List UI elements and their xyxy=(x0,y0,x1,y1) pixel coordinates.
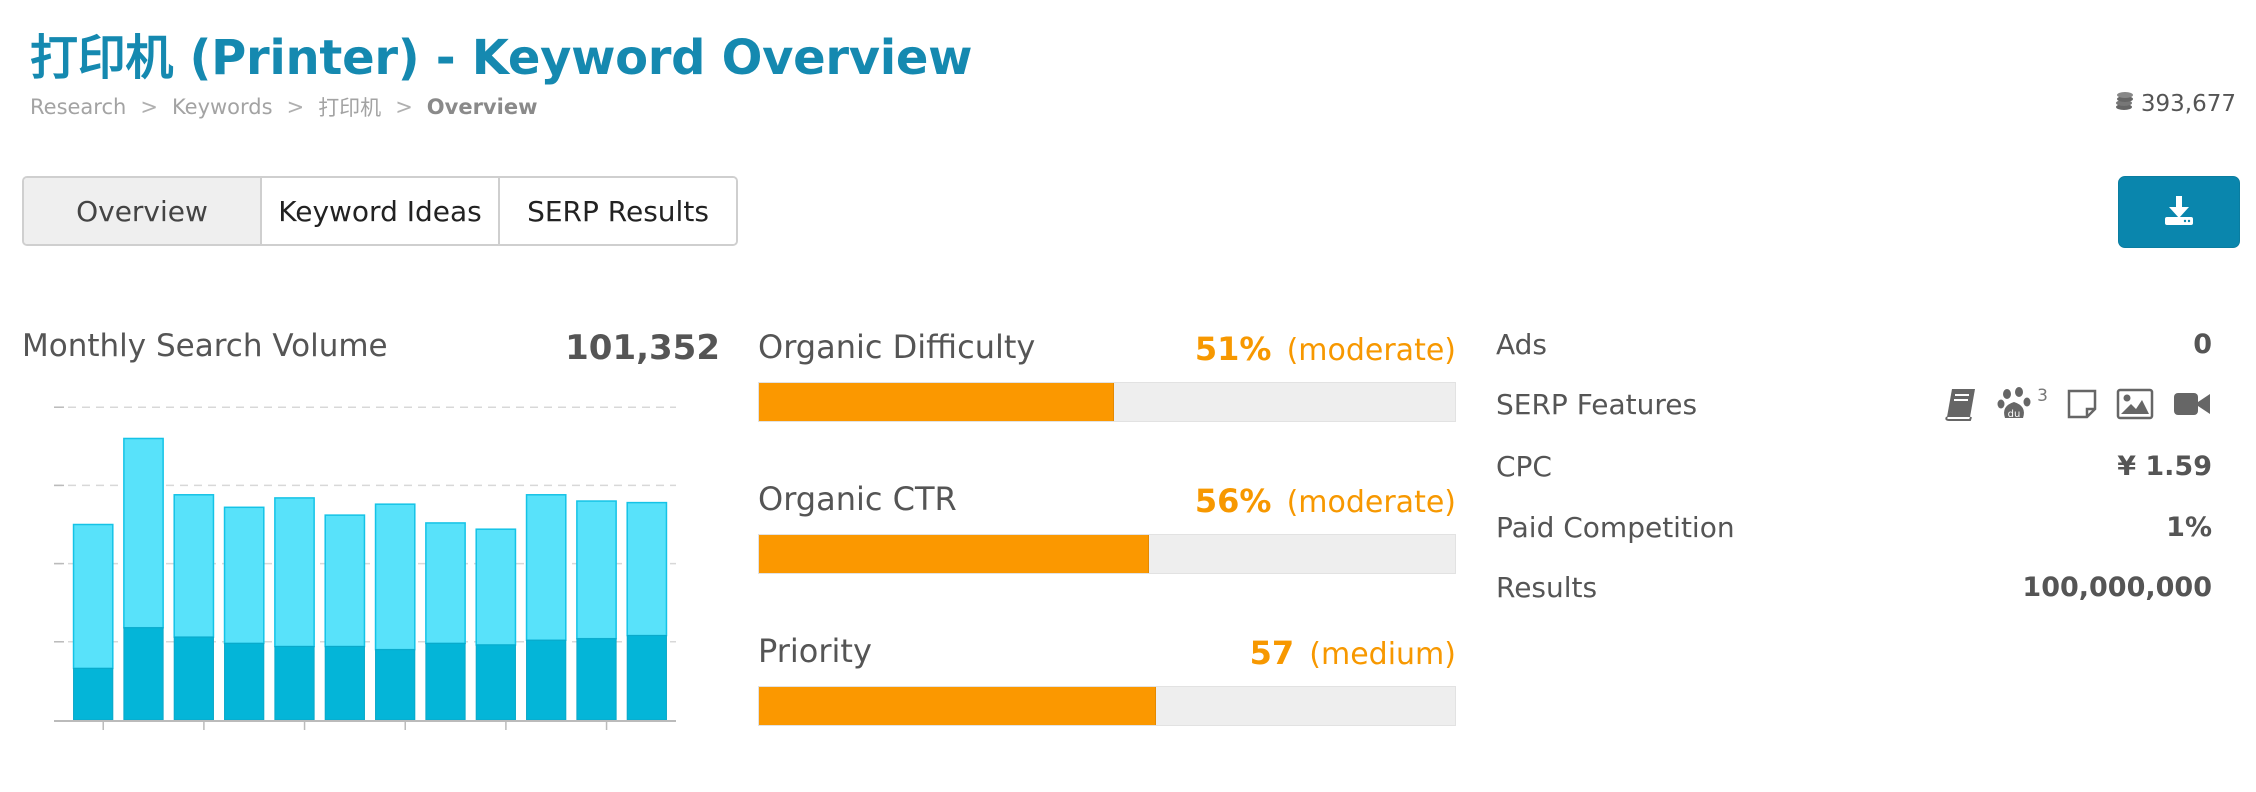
volume-bar-lower xyxy=(173,636,214,721)
priority-score: 57 xyxy=(1249,634,1295,672)
volume-bar-upper xyxy=(223,506,265,645)
cpc-value: ¥ 1.59 xyxy=(2117,450,2212,482)
volume-bar-upper xyxy=(72,523,114,670)
volume-bar-lower xyxy=(425,642,466,721)
organic-difficulty-value: 51% (moderate) xyxy=(1195,330,1456,368)
volume-bar-upper xyxy=(425,522,466,645)
breadcrumb: Research > Keywords > 打印机 > Overview xyxy=(30,92,537,122)
volume-bar-upper xyxy=(475,528,517,646)
page-title: 打印机 (Printer) - Keyword Overview xyxy=(30,30,973,86)
serp-features-label: SERP Features xyxy=(1496,387,1698,421)
organic-ctr-qualifier: (moderate) xyxy=(1286,485,1456,520)
volume-bar-lower xyxy=(123,627,164,721)
tab-serp-results[interactable]: SERP Results xyxy=(498,178,736,244)
organic-difficulty-qualifier: (moderate) xyxy=(1286,333,1456,368)
volume-bar-upper xyxy=(525,494,567,641)
priority-qualifier: (medium) xyxy=(1309,637,1456,672)
cpc-row: CPC ¥ 1.59 xyxy=(1496,446,2212,486)
monthly-search-volume-value: 101,352 xyxy=(565,328,720,368)
volume-bar-lower xyxy=(274,645,315,721)
breadcrumb-keyword[interactable]: 打印机 xyxy=(318,96,382,120)
results-value: 100,000,000 xyxy=(2022,571,2212,603)
breadcrumb-keywords[interactable]: Keywords xyxy=(171,95,273,119)
download-icon xyxy=(2162,193,2196,231)
breadcrumb-separator: > xyxy=(286,95,305,119)
volume-bar-lower xyxy=(224,642,265,721)
breadcrumb-separator: > xyxy=(140,95,158,119)
volume-bar-lower xyxy=(526,639,567,721)
svg-text:du: du xyxy=(2008,409,2021,420)
note-icon[interactable] xyxy=(2066,388,2098,420)
results-label: Results xyxy=(1496,570,1598,604)
volume-bar-lower xyxy=(475,644,516,721)
organic-ctr-bar-fill xyxy=(759,535,1149,573)
paid-competition-value: 1% xyxy=(2166,511,2212,543)
breadcrumb-research[interactable]: Research xyxy=(30,95,127,119)
organic-difficulty-percent: 51% xyxy=(1194,330,1272,368)
paid-competition-label: Paid Competition xyxy=(1496,510,1735,544)
organic-ctr-percent: 56% xyxy=(1194,482,1272,520)
volume-bar-lower xyxy=(324,645,365,721)
image-icon[interactable] xyxy=(2116,388,2154,420)
tab-overview[interactable]: Overview xyxy=(24,178,260,244)
volume-bar-lower xyxy=(576,638,617,721)
paid-competition-row: Paid Competition 1% xyxy=(1496,507,2212,547)
baidu-count: 3 xyxy=(2037,386,2048,406)
video-camera-icon[interactable] xyxy=(2172,389,2212,419)
volume-bar-upper xyxy=(374,503,416,651)
results-row: Results 100,000,000 xyxy=(1496,567,2212,607)
tab-keyword-ideas[interactable]: Keyword Ideas xyxy=(260,178,498,244)
ads-row: Ads 0 xyxy=(1496,324,2212,364)
volume-bar-upper xyxy=(173,494,215,638)
baidu-paw-icon[interactable]: du 3 xyxy=(1997,386,2048,422)
ads-label: Ads xyxy=(1496,327,1548,361)
ads-value: 0 xyxy=(2193,328,2212,360)
organic-ctr-label: Organic CTR xyxy=(758,480,957,518)
search-volume-chart xyxy=(54,406,676,730)
priority-bar-fill xyxy=(759,687,1156,725)
cpc-label: CPC xyxy=(1496,449,1552,483)
organic-difficulty-label: Organic Difficulty xyxy=(758,328,1036,366)
volume-bar-upper xyxy=(123,437,164,629)
volume-bar-upper xyxy=(576,500,617,640)
priority-bar xyxy=(758,686,1456,726)
organic-ctr-value: 56% (moderate) xyxy=(1195,482,1456,520)
serp-features-row: SERP Features du 3 xyxy=(1496,384,2212,424)
breadcrumb-current: Overview xyxy=(426,95,538,119)
credits-value: 393,677 xyxy=(2140,91,2236,117)
credits-counter: 393,677 xyxy=(2113,90,2236,118)
organic-difficulty-bar-fill xyxy=(759,383,1114,421)
book-icon[interactable] xyxy=(1943,387,1979,421)
volume-bar-lower xyxy=(73,667,114,721)
organic-difficulty-bar xyxy=(758,382,1456,422)
tab-bar: Overview Keyword Ideas SERP Results xyxy=(22,176,738,246)
volume-bar-lower xyxy=(375,649,416,721)
coins-icon xyxy=(2113,90,2135,118)
priority-label: Priority xyxy=(758,632,872,670)
organic-ctr-bar xyxy=(758,534,1456,574)
volume-bar-upper xyxy=(274,497,315,648)
monthly-search-volume-label: Monthly Search Volume xyxy=(22,328,388,364)
volume-bar-lower xyxy=(626,635,667,721)
breadcrumb-separator: > xyxy=(395,95,413,119)
volume-bar-upper xyxy=(626,501,668,637)
export-button[interactable] xyxy=(2118,176,2240,248)
priority-value: 57 (medium) xyxy=(1250,634,1456,672)
serp-features-icons: du 3 xyxy=(1943,386,2212,422)
volume-bar-upper xyxy=(324,514,366,648)
